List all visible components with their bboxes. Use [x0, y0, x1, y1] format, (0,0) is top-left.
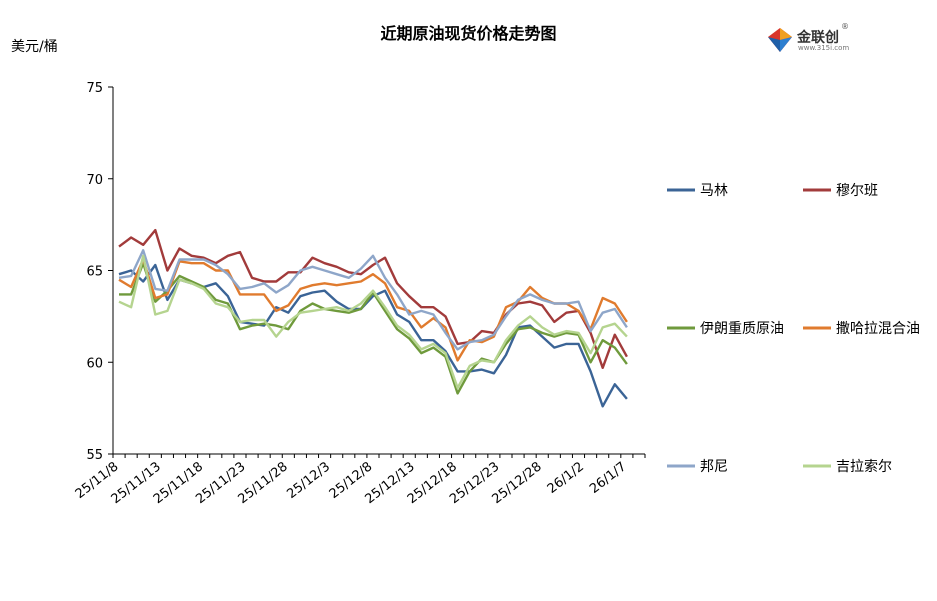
registered-mark-icon: ® [841, 22, 849, 31]
series-line-伊朗重质原油 [119, 262, 628, 395]
legend-label: 邦尼 [700, 459, 728, 475]
legend-label: 马林 [700, 183, 728, 199]
series-line-吉拉索尔 [118, 254, 628, 390]
series-line-邦尼 [118, 249, 628, 351]
legend-label: 伊朗重质原油 [700, 321, 784, 337]
series-line-穆尔班 [118, 228, 628, 369]
y-tick-label: 70 [86, 173, 103, 188]
x-tick-label: 26/1/7 [587, 459, 629, 497]
legend-label: 穆尔班 [836, 183, 878, 199]
chart-title: 近期原油现货价格走势图 [380, 24, 557, 43]
legend-label: 撒哈拉混合油 [836, 321, 920, 337]
x-tick-label: 26/1/2 [545, 459, 587, 497]
y-axis-unit-label: 美元/桶 [11, 39, 58, 55]
logo-mark-icon [768, 28, 792, 52]
y-tick-label: 60 [86, 356, 103, 371]
chart-series-lines [118, 228, 628, 408]
series-line-撒哈拉混合油 [118, 258, 628, 362]
chart-axes: 556065707525/11/825/11/1325/11/1825/11/2… [73, 81, 646, 507]
y-tick-label: 65 [86, 265, 103, 280]
legend-label: 吉拉索尔 [836, 458, 892, 475]
y-tick-label: 55 [86, 448, 103, 463]
y-tick-label: 75 [86, 81, 103, 96]
logo-subtext: www.315i.com [798, 44, 850, 52]
brand-logo: 金联创 ® www.315i.com [765, 22, 875, 57]
x-tick-label: 25/12/3 [284, 459, 333, 502]
logo-wordmark: 金联创 [797, 30, 839, 46]
